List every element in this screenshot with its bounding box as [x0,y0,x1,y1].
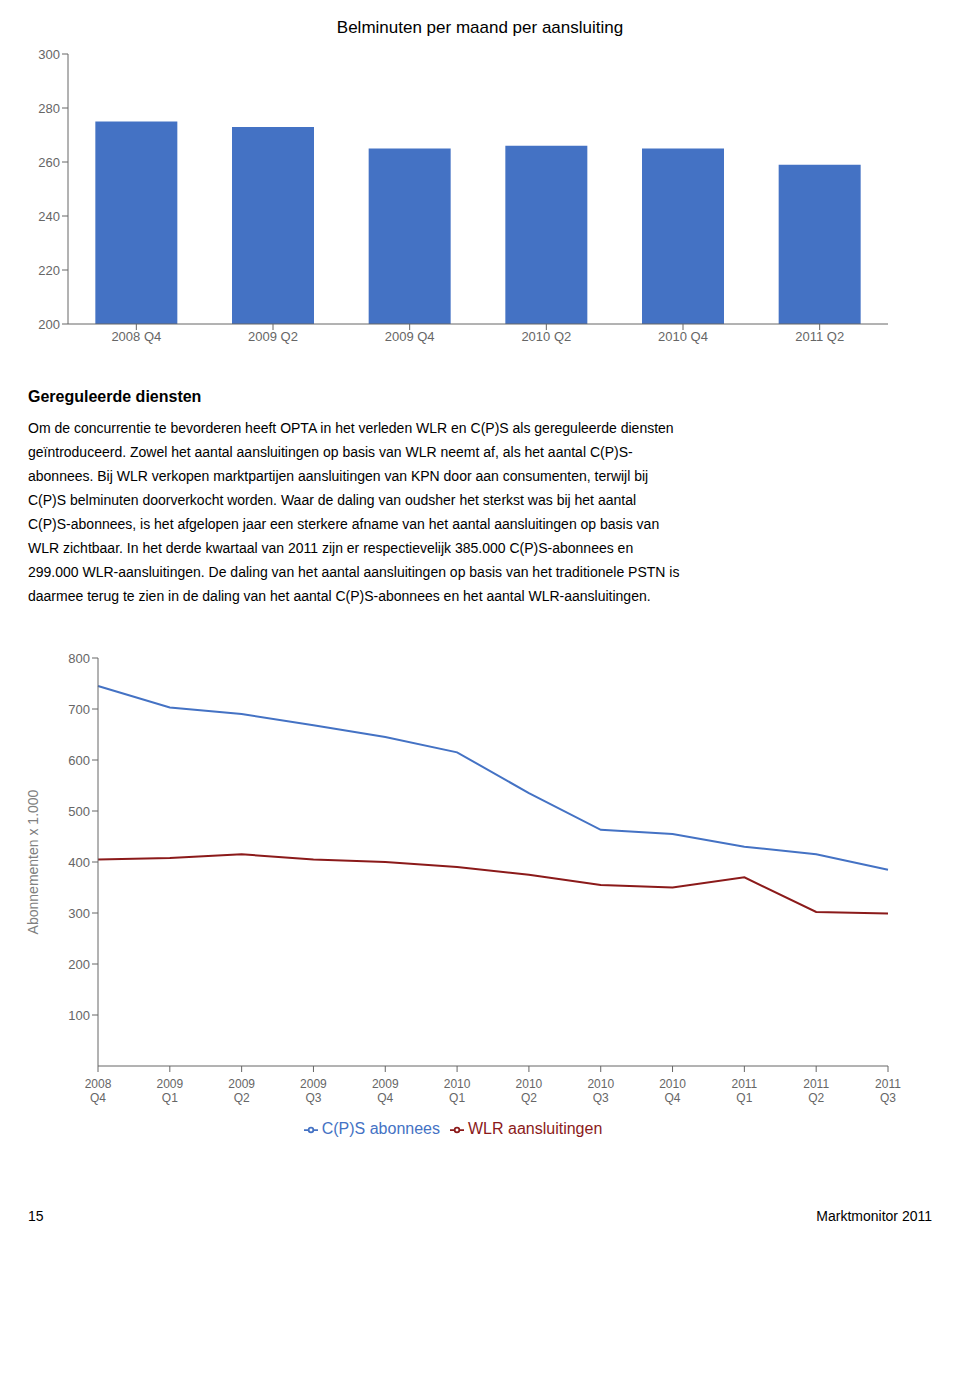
html-text:geïntroduceerd. Zowel het aant: geïntroduceerd. Zowel het aantal aanslui… [28,444,633,460]
html-text:daarmee terug te zien in de da: daarmee terug te zien in de daling van h… [28,588,651,604]
svg-text:Abonnementen x 1.000: Abonnementen x 1.000 [25,789,41,934]
svg-text:2011Q3: 2011Q3 [875,1077,901,1105]
svg-text:2010Q3: 2010Q3 [587,1077,614,1105]
html-text:Marktmonitor 2011: Marktmonitor 2011 [816,1208,932,1224]
html-text:Om de concurrentie te bevorder: Om de concurrentie te bevorderen heeft O… [28,420,674,436]
svg-text:200: 200 [68,957,90,972]
svg-text:500: 500 [68,804,90,819]
svg-text:220: 220 [38,263,60,278]
svg-text:2008Q4: 2008Q4 [85,1077,112,1105]
html-text:C(P)S belminuten doorverkocht: C(P)S belminuten doorverkocht worden. Wa… [28,492,636,508]
svg-text:2009 Q2: 2009 Q2 [248,329,298,344]
svg-text:100: 100 [68,1008,90,1023]
svg-text:2011Q2: 2011Q2 [803,1077,829,1105]
html-text:abonnees. Bij WLR verkopen mar: abonnees. Bij WLR verkopen marktpartijen… [28,468,649,484]
svg-text:700: 700 [68,702,90,717]
svg-text:280: 280 [38,101,60,116]
svg-text:2010Q2: 2010Q2 [516,1077,543,1105]
html-text:299.000 WLR-aansluitingen. De: 299.000 WLR-aansluitingen. De daling van… [28,564,680,580]
svg-text:2009Q1: 2009Q1 [156,1077,183,1105]
svg-text:2009Q3: 2009Q3 [300,1077,327,1105]
html-text:WLR zichtbaar. In het derde kw: WLR zichtbaar. In het derde kwartaal van… [28,540,634,556]
svg-text:600: 600 [68,753,90,768]
html-text:15: 15 [28,1208,44,1224]
svg-text:2010 Q4: 2010 Q4 [658,329,708,344]
svg-text:300: 300 [68,906,90,921]
svg-text:2009Q4: 2009Q4 [372,1077,399,1105]
svg-text:400: 400 [68,855,90,870]
html-text:Gereguleerde diensten: Gereguleerde diensten [28,388,202,405]
svg-text:2011Q1: 2011Q1 [731,1077,757,1105]
svg-text:260: 260 [38,155,60,170]
svg-text:2008 Q4: 2008 Q4 [111,329,161,344]
svg-text:200: 200 [38,317,60,332]
svg-text:2009Q2: 2009Q2 [228,1077,255,1105]
html-text:Belminuten per maand per aansl: Belminuten per maand per aansluiting [336,18,624,37]
svg-text:2010Q1: 2010Q1 [444,1077,471,1105]
svg-text:2010 Q2: 2010 Q2 [521,329,571,344]
svg-text:2011 Q2: 2011 Q2 [795,329,844,344]
svg-text:2009 Q4: 2009 Q4 [385,329,435,344]
html-text:WLR aansluitingen: WLR aansluitingen [468,1120,603,1137]
svg-text:2010Q4: 2010Q4 [659,1077,686,1105]
html-text:C(P)S abonnees: C(P)S abonnees [321,1120,440,1137]
svg-text:300: 300 [38,47,60,62]
svg-text:800: 800 [68,651,90,666]
svg-text:240: 240 [38,209,60,224]
html-text:C(P)S-abonnees, is het afgelop: C(P)S-abonnees, is het afgelopen jaar ee… [28,516,660,532]
